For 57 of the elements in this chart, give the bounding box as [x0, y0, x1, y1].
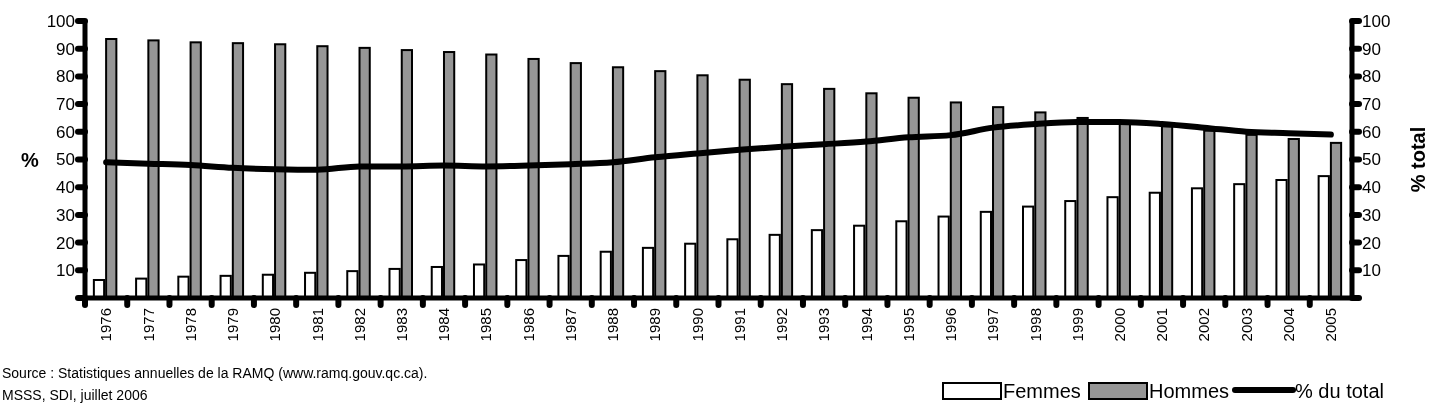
x-tick-label: 1986	[519, 308, 537, 342]
y2-tick-label: 50	[1362, 150, 1381, 170]
x-tick-label: 1984	[435, 308, 453, 342]
x-tick-label: 1989	[646, 308, 664, 342]
y-axis-title: %	[21, 148, 40, 171]
x-tick-label: 1993	[815, 308, 833, 342]
y-tick-label: 40	[56, 178, 75, 198]
x-tick-label: 1980	[266, 308, 284, 342]
y-tick-label: 60	[56, 122, 75, 142]
y2-tick-label: 20	[1362, 233, 1381, 253]
y2-tick-label: 100	[1362, 11, 1391, 31]
y-tick-label: 80	[56, 67, 75, 87]
legend-label: Hommes	[1149, 380, 1230, 402]
x-tick-label: 2002	[1195, 308, 1213, 342]
y-tick-label: 30	[56, 205, 75, 225]
legend-label: % du total	[1295, 380, 1384, 402]
x-tick-label: 2000	[1110, 308, 1128, 342]
x-tick-label: 1995	[899, 308, 917, 342]
y2-tick-label: 30	[1362, 205, 1381, 225]
y2-tick-label: 70	[1362, 95, 1381, 115]
x-tick-label: 1976	[97, 308, 115, 342]
y2-tick-label: 90	[1362, 39, 1381, 59]
legend-label: Femmes	[1003, 380, 1081, 402]
x-tick-label: 1998	[1026, 308, 1044, 342]
x-tick-label: 1985	[477, 308, 495, 342]
source-note: Source : Statistiques annuelles de la RAMQ (www.ramq.gouv.qc.ca).	[2, 365, 428, 381]
x-tick-label: 1990	[688, 308, 706, 342]
x-tick-label: 1991	[730, 308, 748, 342]
x-tick-label: 1981	[308, 308, 326, 342]
x-tick-label: 1994	[857, 308, 875, 342]
x-tick-label: 1992	[773, 308, 791, 342]
y2-tick-label: 10	[1362, 261, 1381, 281]
x-tick-label: 1988	[604, 308, 622, 342]
x-tick-label: 2004	[1279, 308, 1297, 342]
x-tick-label: 1982	[350, 308, 368, 342]
x-tick-label: 1977	[139, 308, 157, 342]
x-tick-label: 1987	[561, 308, 579, 342]
x-tick-label: 1996	[942, 308, 960, 342]
x-tick-label: 1997	[984, 308, 1002, 342]
text: MSSS, SDI, juillet 2006	[2, 387, 148, 403]
y2-tick-label: 80	[1362, 67, 1381, 87]
x-tick-label: 1999	[1068, 308, 1086, 342]
x-tick-label: 2005	[1322, 308, 1340, 342]
x-tick-label: 2001	[1153, 308, 1171, 342]
y2-tick-label: 40	[1362, 178, 1381, 198]
y-tick-label: 10	[56, 261, 75, 281]
x-tick-label: 1983	[393, 308, 410, 342]
y2-tick-label: 60	[1362, 122, 1381, 142]
y-tick-label: 50	[56, 150, 75, 170]
x-tick-label: 1978	[181, 308, 199, 342]
y-tick-label: 90	[56, 39, 75, 59]
y-tick-label: 70	[56, 95, 75, 115]
x-tick-label: 2003	[1237, 308, 1255, 342]
y2-axis-title: % total	[1407, 126, 1429, 193]
y-tick-label: 20	[56, 233, 75, 253]
x-tick-label: 1979	[224, 308, 242, 342]
y-tick-label: 100	[46, 11, 75, 31]
